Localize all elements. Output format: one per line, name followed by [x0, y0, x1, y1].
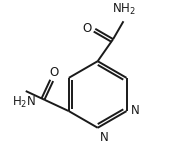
Text: O: O: [82, 22, 91, 35]
Text: NH$_2$: NH$_2$: [112, 2, 135, 17]
Text: N: N: [100, 131, 108, 144]
Text: O: O: [49, 66, 58, 79]
Text: N: N: [130, 104, 139, 117]
Text: H$_2$N: H$_2$N: [12, 95, 36, 110]
